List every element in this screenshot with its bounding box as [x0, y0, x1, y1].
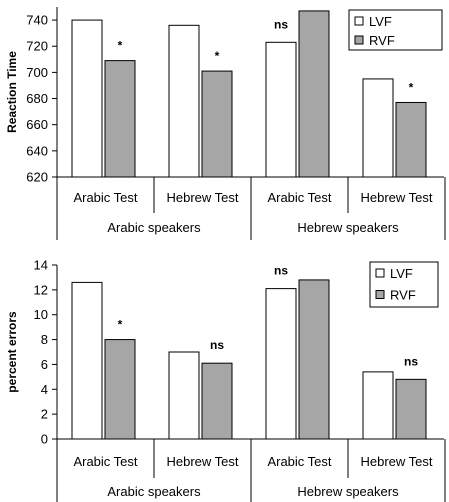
bar-lvf [71, 19, 103, 178]
bar-rvf [298, 279, 330, 440]
significance-ns: ns [210, 338, 224, 352]
legend-swatch-rvf [375, 290, 385, 299]
significance-star: * [409, 80, 414, 94]
group-label: Arabic speakers [107, 484, 201, 499]
significance-star: * [118, 318, 123, 332]
bar-rvf [104, 60, 136, 178]
y-tick-label: 720 [26, 39, 48, 54]
category-label: Arabic Test [73, 190, 137, 205]
y-tick-label: 12 [34, 282, 48, 297]
bar-rvf [201, 362, 233, 440]
legend-swatch-lvf [375, 268, 385, 278]
category-label: Arabic Test [267, 454, 331, 469]
bar-rvf [395, 101, 427, 178]
bar-lvf [265, 288, 297, 440]
bar-rvf [104, 339, 136, 440]
legend-label: LVF [369, 14, 392, 29]
y-tick-label: 660 [26, 117, 48, 132]
group-label: Hebrew speakers [297, 484, 399, 499]
significance-ns: ns [404, 354, 418, 368]
bar-lvf [168, 24, 200, 178]
y-tick-label: 8 [41, 332, 48, 347]
y-tick-label: 6 [41, 357, 48, 372]
chart-panel-0: 620 640 660 680 700 720 740 Reaction Time Arabic… [5, 7, 446, 240]
category-label: Hebrew Test [360, 190, 432, 205]
group-label: Hebrew speakers [297, 220, 399, 235]
legend-label: RVF [369, 33, 395, 48]
y-tick-label: 14 [34, 258, 48, 273]
y-tick-label: 10 [34, 307, 48, 322]
bar-rvf [201, 70, 233, 178]
significance-star: * [118, 39, 123, 53]
bar-lvf [362, 371, 394, 440]
legend-swatch-lvf [354, 16, 364, 26]
group-label: Arabic speakers [107, 220, 201, 235]
legend-swatch-rvf [354, 35, 364, 45]
bar-lvf [265, 41, 297, 178]
y-axis-label: Reaction Time [5, 51, 19, 133]
bar-rvf [298, 10, 330, 178]
legend-box [348, 9, 443, 51]
bar-rvf [395, 378, 427, 440]
y-tick-label: 740 [26, 13, 48, 28]
legend-label: RVF [390, 288, 416, 303]
legend: LVF RVF [348, 9, 443, 51]
bar-lvf [168, 351, 200, 440]
y-tick-label: 620 [26, 170, 48, 185]
y-tick-label: 700 [26, 65, 48, 80]
y-tick-label: 640 [26, 143, 48, 158]
category-label: Hebrew Test [166, 190, 238, 205]
category-label: Hebrew Test [166, 454, 238, 469]
bar-lvf [71, 281, 103, 440]
legend: LVF RVF [369, 261, 439, 308]
y-tick-label: 0 [41, 432, 48, 447]
y-axis-label: percent errors [5, 311, 19, 393]
legend-label: LVF [390, 266, 413, 281]
chart-panel-1: 0 2 4 6 8 10 12 14 percent errors Arabic Test Hebr… [5, 258, 446, 502]
category-label: Arabic Test [267, 190, 331, 205]
category-label: Arabic Test [73, 454, 137, 469]
y-tick-label: 2 [41, 407, 48, 422]
significance-ns: ns [274, 17, 288, 31]
bar-lvf [362, 78, 394, 178]
category-label: Hebrew Test [360, 454, 432, 469]
significance-star: * [215, 49, 220, 63]
significance-ns: ns [274, 264, 288, 278]
y-tick-label: 680 [26, 91, 48, 106]
y-tick-label: 4 [41, 382, 48, 397]
